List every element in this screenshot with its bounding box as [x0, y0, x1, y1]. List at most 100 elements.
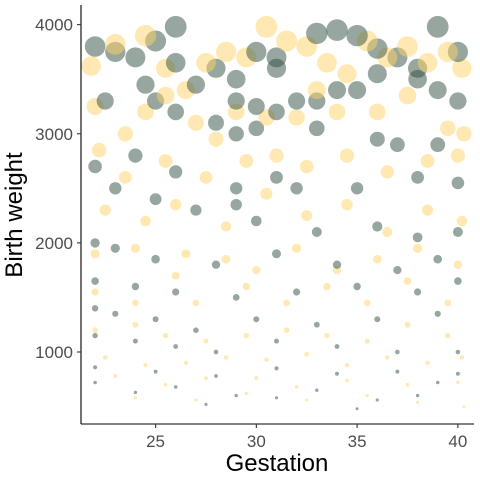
data-point	[375, 398, 379, 402]
data-point	[196, 53, 216, 73]
data-point	[435, 380, 440, 385]
data-point	[317, 53, 337, 73]
data-point	[187, 114, 204, 131]
data-point	[214, 374, 218, 378]
data-point	[353, 282, 361, 291]
data-point	[133, 396, 137, 400]
points-layer	[81, 15, 472, 411]
data-point	[143, 363, 148, 368]
data-point	[385, 355, 390, 360]
data-point	[244, 391, 248, 396]
data-point	[337, 64, 357, 84]
data-point	[103, 355, 108, 360]
data-point	[230, 199, 242, 211]
data-point	[397, 36, 418, 57]
data-point	[167, 103, 184, 121]
data-point	[194, 398, 198, 402]
data-point	[104, 33, 126, 55]
data-point	[369, 103, 386, 121]
data-point	[414, 288, 422, 296]
data-point	[130, 243, 140, 253]
data-point	[268, 103, 285, 121]
data-point	[99, 204, 111, 216]
data-point	[118, 171, 132, 184]
data-point	[274, 366, 279, 371]
data-point	[346, 24, 368, 47]
data-point	[373, 254, 382, 264]
data-point	[163, 382, 168, 387]
data-point	[315, 388, 319, 392]
x-axis-title: Gestation	[226, 450, 329, 477]
y-axis-title: Birth weight	[1, 152, 28, 278]
data-point	[380, 165, 394, 179]
data-point	[456, 126, 472, 142]
data-point	[341, 199, 353, 211]
data-point	[183, 360, 188, 365]
data-point	[299, 159, 314, 174]
data-point	[247, 98, 265, 115]
x-tick-label: 30	[247, 432, 266, 451]
data-point	[390, 137, 405, 153]
data-point	[90, 249, 100, 259]
data-point	[173, 344, 179, 349]
data-point	[404, 321, 411, 328]
data-point	[398, 86, 417, 105]
data-point	[234, 393, 238, 398]
data-point	[221, 221, 232, 232]
data-point	[339, 148, 355, 163]
data-point	[190, 204, 202, 216]
data-point	[306, 22, 328, 45]
data-point	[228, 126, 244, 142]
data-point	[92, 332, 98, 339]
data-point	[96, 92, 114, 110]
data-point	[367, 64, 387, 84]
y-tick-label: 2000	[35, 234, 73, 253]
y-tick-label: 3000	[35, 125, 73, 144]
data-point	[132, 338, 138, 344]
y-tick-label: 1000	[35, 343, 73, 362]
data-point	[288, 92, 306, 110]
data-point	[364, 338, 370, 344]
data-point	[252, 266, 261, 275]
data-point	[152, 316, 159, 323]
data-point	[81, 56, 101, 76]
data-point	[363, 299, 371, 307]
data-point	[293, 288, 301, 296]
data-point	[199, 171, 213, 184]
data-point	[165, 53, 186, 73]
data-point	[93, 365, 98, 370]
data-point	[276, 30, 298, 52]
data-point	[264, 357, 269, 362]
data-point	[456, 380, 460, 385]
data-point	[208, 131, 224, 147]
data-point	[151, 254, 160, 264]
data-point	[117, 126, 133, 142]
data-point	[313, 321, 320, 328]
data-point	[307, 81, 326, 100]
data-point	[344, 363, 350, 368]
data-point	[204, 402, 208, 406]
data-point	[181, 249, 191, 259]
data-point	[128, 148, 143, 163]
data-point	[328, 103, 346, 121]
x-tick-label: 35	[348, 432, 367, 451]
data-point	[216, 41, 237, 63]
data-point	[345, 378, 349, 383]
data-point	[133, 390, 138, 395]
data-point	[193, 327, 199, 334]
data-point	[415, 393, 420, 398]
data-point	[416, 400, 420, 404]
data-point	[456, 215, 468, 227]
data-point	[382, 227, 393, 237]
data-point	[294, 385, 299, 389]
data-point	[405, 382, 410, 387]
data-point	[425, 360, 430, 365]
data-point	[434, 310, 441, 317]
data-point	[411, 171, 424, 184]
data-point	[426, 15, 449, 38]
data-point	[91, 277, 99, 285]
data-point	[328, 81, 346, 100]
data-point	[149, 193, 162, 206]
data-point	[270, 171, 283, 184]
